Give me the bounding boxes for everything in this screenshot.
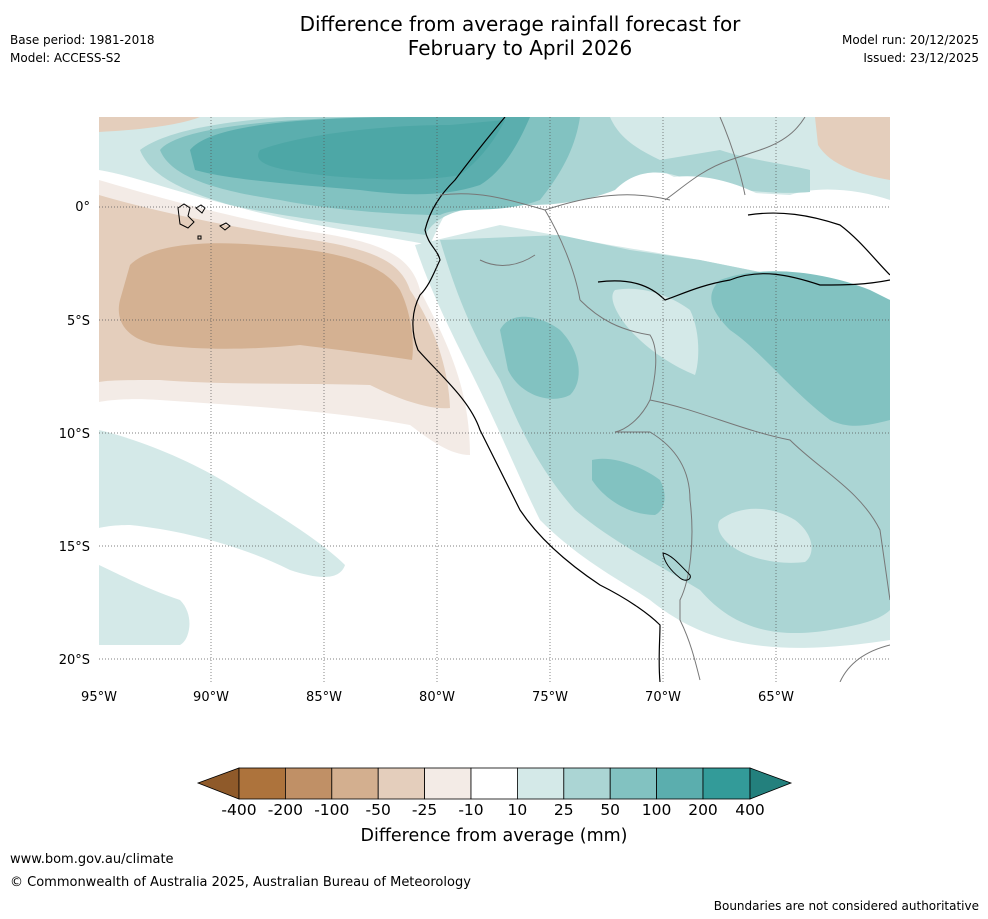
colorbar-bin [424, 767, 472, 800]
lat-tick: 15°S [59, 540, 90, 555]
lon-tick: 75°W [532, 690, 568, 705]
country-boundaries [439, 117, 890, 682]
contour-neutral-northeast [634, 176, 890, 285]
lon-tick: 95°W [81, 690, 117, 705]
colorbar-tick: 100 [641, 801, 672, 819]
contour-wet-10-25-southwest-2 [99, 565, 190, 645]
footer-copyright: © Commonwealth of Australia 2025, Austra… [10, 875, 471, 890]
lon-tick: 85°W [306, 690, 342, 705]
lat-tick: 0° [75, 200, 90, 215]
chart-title: Difference from average rainfall forecas… [200, 12, 840, 60]
contour-wet-100-200-north [190, 117, 530, 195]
lat-tick: 5°S [67, 314, 90, 329]
contour-dry-50-100 [118, 243, 413, 360]
footer-note: Boundaries are not considered authoritat… [713, 899, 979, 913]
colorbar-bin [609, 767, 658, 800]
lon-tick: 90°W [193, 690, 229, 705]
contour-wet-50-100-land-a [500, 316, 579, 399]
colorbar-bin [284, 767, 333, 800]
lon-tick: 65°W [758, 690, 794, 705]
latitude-tick-labels: 0° 5°S 10°S 15°S 20°S [59, 200, 90, 668]
colorbar-tick-labels: -400 -200 -100 -50 -25 -10 10 25 50 100 … [0, 801, 988, 821]
model-name: Model: ACCESS-S2 [10, 51, 122, 65]
contour-wet-10-25-inner-2 [718, 508, 812, 563]
colorbar-extend-low [196, 767, 240, 800]
title-line-1: Difference from average rainfall forecas… [299, 12, 741, 36]
colorbar-tick: -50 [365, 801, 391, 819]
rainfall-anomaly-field [99, 117, 890, 682]
colorbar-bin [563, 767, 611, 800]
contour-wet-50-100-land-b [711, 271, 890, 426]
meta-left: Base period: 1981-2018 Model: ACCESS-S2 [10, 31, 155, 67]
colorbar-tick: -25 [411, 801, 438, 819]
contour-dry-northeast [815, 117, 890, 180]
colorbar-tick: 50 [600, 801, 621, 819]
colorbar-tick: 10 [507, 801, 528, 819]
coastline-north [747, 212, 890, 276]
colorbar-tick: 25 [553, 801, 574, 819]
colorbar-bin [517, 767, 565, 800]
base-period: Base period: 1981-2018 [10, 33, 155, 47]
gridlines [99, 117, 890, 682]
map-lines [177, 117, 890, 682]
coastline-south-america [412, 117, 661, 682]
colorbar-extend-high [749, 767, 793, 800]
colorbar-tick: 200 [688, 801, 718, 819]
issued-date: Issued: 23/12/2025 [863, 51, 979, 65]
colorbar-tick: -400 [221, 801, 257, 819]
coastline-caribbean [597, 273, 890, 301]
contour-dry-north-edge [99, 117, 200, 132]
colorbar-tick: 400 [735, 801, 765, 819]
lat-tick: 20°S [59, 653, 90, 668]
lon-tick: 70°W [645, 690, 681, 705]
colorbar-bin [238, 767, 286, 800]
lake-titicaca [662, 552, 691, 581]
colorbar-bin [331, 767, 379, 800]
colorbar-bin [470, 767, 518, 800]
lat-tick: 10°S [59, 427, 90, 442]
colorbar-tick: -200 [267, 801, 303, 819]
contour-wet-10-25-southwest [99, 430, 345, 577]
colorbar [196, 767, 793, 800]
footer-url: www.bom.gov.au/climate [10, 852, 174, 867]
galapagos-islands [177, 203, 231, 240]
contour-wet-200-400-north [258, 120, 505, 180]
contour-wet-10-25-inner-1 [612, 288, 699, 375]
colorbar-bin [702, 767, 751, 800]
meta-right: Model run: 20/12/2025 Issued: 23/12/2025 [842, 31, 979, 67]
model-run: Model run: 20/12/2025 [841, 33, 979, 47]
colorbar-tick: -10 [458, 801, 484, 819]
title-line-2: February to April 2026 [407, 36, 633, 60]
colorbar-tick: -100 [314, 801, 350, 819]
colorbar-bin [377, 767, 426, 800]
contour-wet-50-100-land-c [592, 458, 665, 515]
longitude-tick-labels: 95°W 90°W 85°W 80°W 75°W 70°W 65°W [81, 690, 794, 705]
colorbar-title: Difference from average (mm) [360, 826, 628, 846]
colorbar-bin [656, 767, 704, 800]
lon-tick: 80°W [419, 690, 455, 705]
